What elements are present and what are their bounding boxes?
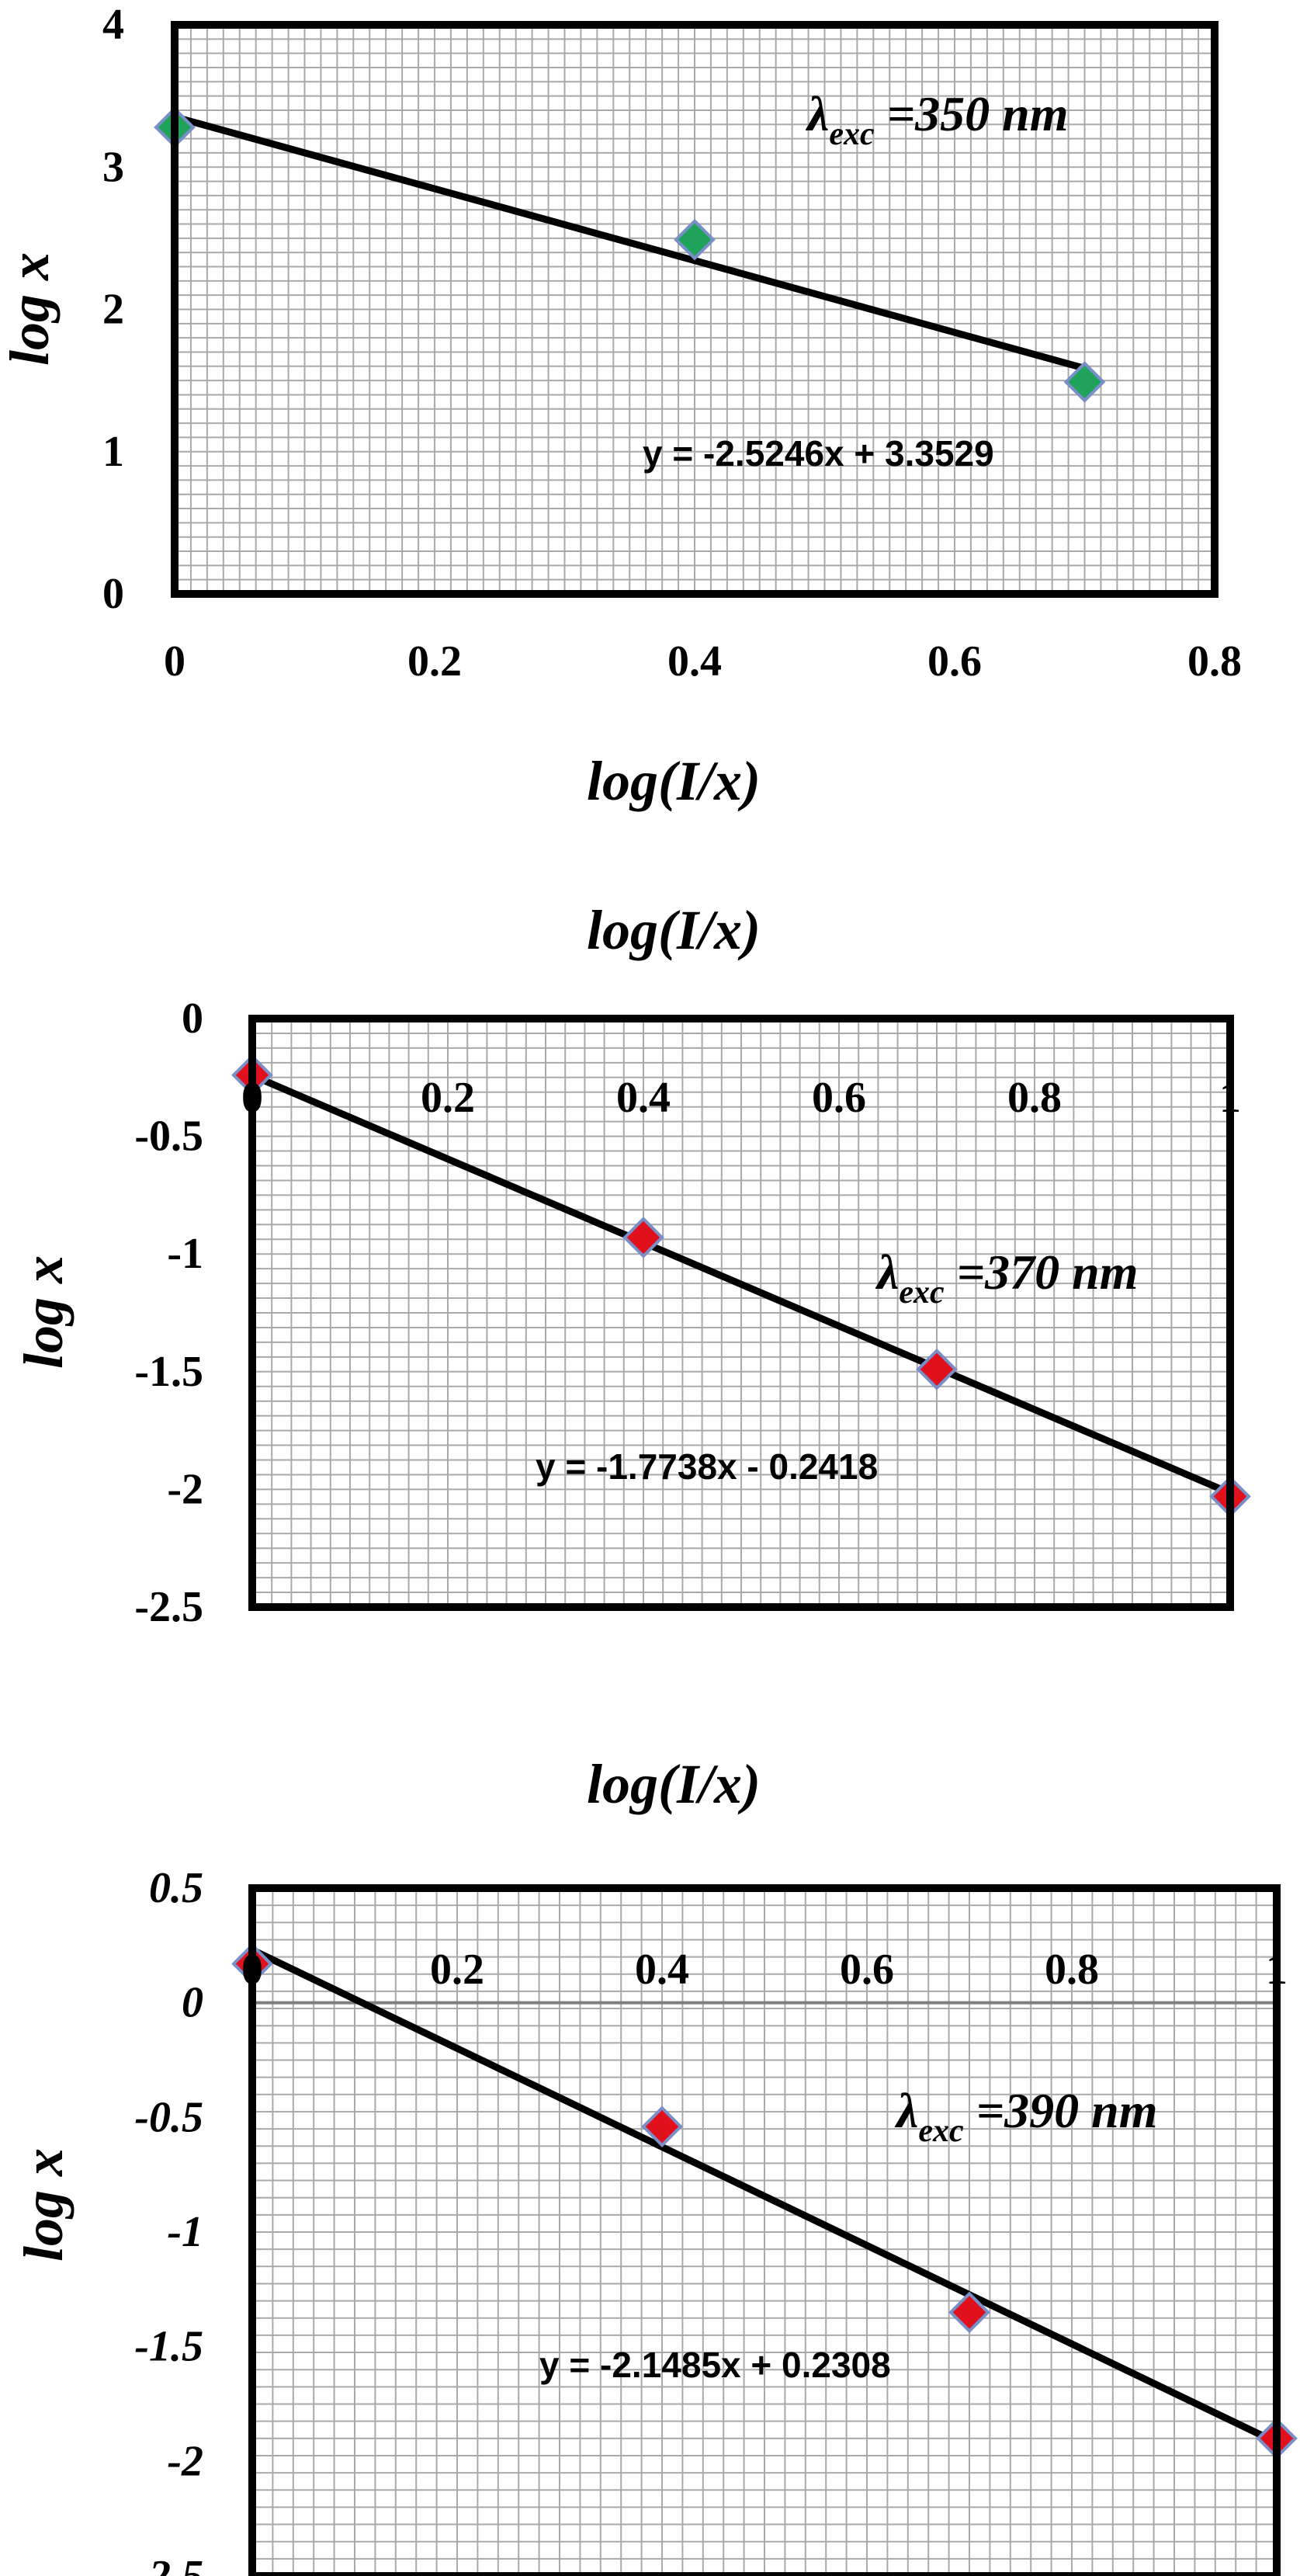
x-tick-label: 1 [1266, 1946, 1288, 1994]
y-tick-label: 0 [182, 1979, 203, 2027]
y-tick-label: -2 [167, 1465, 203, 1513]
x-tick-label: 0.2 [421, 1074, 475, 1122]
wavelength-value: =350 nm [875, 86, 1069, 141]
y-tick-label: -2 [167, 2437, 203, 2485]
y-tick-label: -1 [167, 1230, 203, 1278]
lambda-subscript: exc [829, 116, 875, 152]
lambda-symbol: λ [894, 2083, 918, 2138]
y-tick-label: -1.5 [134, 1348, 203, 1396]
x-tick-label: 0.6 [927, 637, 982, 686]
x-tick-label: 0.4 [616, 1074, 671, 1122]
x-axis-title: log(I/x) [587, 1753, 761, 1815]
chart-panel-2: 0 -0.5 -1 -1.5 -2 -2.5 0 0.2 0.4 0.6 0.8 1 log(I/x) l… [12, 899, 1251, 1631]
wavelength-value: =370 nm [945, 1245, 1139, 1300]
x-tick-label: 0 [241, 1946, 263, 1994]
excitation-wavelength-label: λexc =350 nm [805, 86, 1069, 152]
y-tick-label: -1.5 [134, 2323, 203, 2371]
y-tick-label: 2 [102, 286, 124, 334]
y-tick-label: 1 [102, 428, 124, 476]
y-tick-label: 3 [102, 143, 124, 191]
y-axis-title: log x [0, 252, 61, 366]
x-axis-title: log(I/x) [587, 899, 761, 961]
y-tick-label: 0 [102, 570, 124, 618]
lambda-symbol: λ [875, 1245, 899, 1300]
x-tick-label: 0.8 [1007, 1074, 1062, 1122]
y-axis-title: log x [12, 2148, 75, 2262]
data-point [674, 218, 716, 261]
data-point [622, 1217, 664, 1258]
x-tick-label: 0.8 [1045, 1946, 1099, 1994]
y-tick-label: 0.5 [149, 1864, 203, 1912]
lambda-subscript: exc [899, 1275, 945, 1311]
trendline-equation: y = -2.1485x + 0.2308 [539, 2345, 891, 2385]
x-tick-label: 0.4 [635, 1946, 689, 1994]
y-tick-label: -0.5 [134, 2093, 203, 2141]
gridlines [252, 1019, 1230, 1607]
x-tick-label: 0.8 [1187, 637, 1242, 686]
data-point [641, 2106, 683, 2147]
x-tick-label: 0.2 [430, 1946, 484, 1994]
x-tick-label: 1 [1219, 1074, 1241, 1122]
data-point [1063, 361, 1106, 403]
gridlines [252, 1888, 1277, 2576]
excitation-wavelength-label: λexc =390 nm [894, 2083, 1158, 2149]
y-tick-label: -2.5 [134, 2552, 203, 2576]
trendline-equation: y = -2.5246x + 3.3529 [643, 433, 994, 474]
chart-panel-1: 0 1 2 3 4 0 0.2 0.4 0.6 0.8 log(I/x) log x λexc =350… [0, 1, 1242, 812]
plot-frame [248, 1015, 1234, 1611]
gridlines [175, 25, 1215, 594]
data-point [916, 1348, 958, 1390]
x-tick-label: 0 [241, 1074, 263, 1122]
plot-frame [248, 1884, 1281, 2576]
plot-frame [171, 21, 1219, 598]
data-point [948, 2291, 990, 2334]
x-axis-title: log(I/x) [587, 750, 761, 812]
excitation-wavelength-label: λexc =370 nm [875, 1245, 1139, 1311]
x-tick-label: 0 [164, 637, 185, 686]
y-axis-title: log x [12, 1255, 75, 1369]
trendline [171, 113, 1088, 372]
x-tick-label: 0.4 [667, 637, 722, 686]
trendline-equation: y = -1.7738x - 0.2418 [536, 1446, 878, 1487]
lambda-symbol: λ [805, 86, 829, 141]
y-tick-label: 0 [182, 995, 203, 1043]
y-tick-label: -2.5 [134, 1583, 203, 1631]
chart-panel-3: 0.5 0 -0.5 -1 -1.5 -2 -2.5 0 0.2 0.4 0.6 0.8 1 log(I/… [12, 1753, 1298, 2576]
x-tick-label: 0.6 [840, 1946, 894, 1994]
wavelength-value: =390 nm [964, 2083, 1158, 2138]
trendline [252, 1071, 1230, 1497]
trendline [252, 1946, 1277, 2446]
y-tick-label: 4 [102, 1, 124, 49]
y-tick-label: -0.5 [134, 1113, 203, 1161]
x-tick-label: 0.2 [407, 637, 462, 686]
x-tick-label: 0.6 [812, 1074, 866, 1122]
lambda-subscript: exc [918, 2113, 964, 2149]
y-tick-label: -1 [167, 2208, 203, 2256]
